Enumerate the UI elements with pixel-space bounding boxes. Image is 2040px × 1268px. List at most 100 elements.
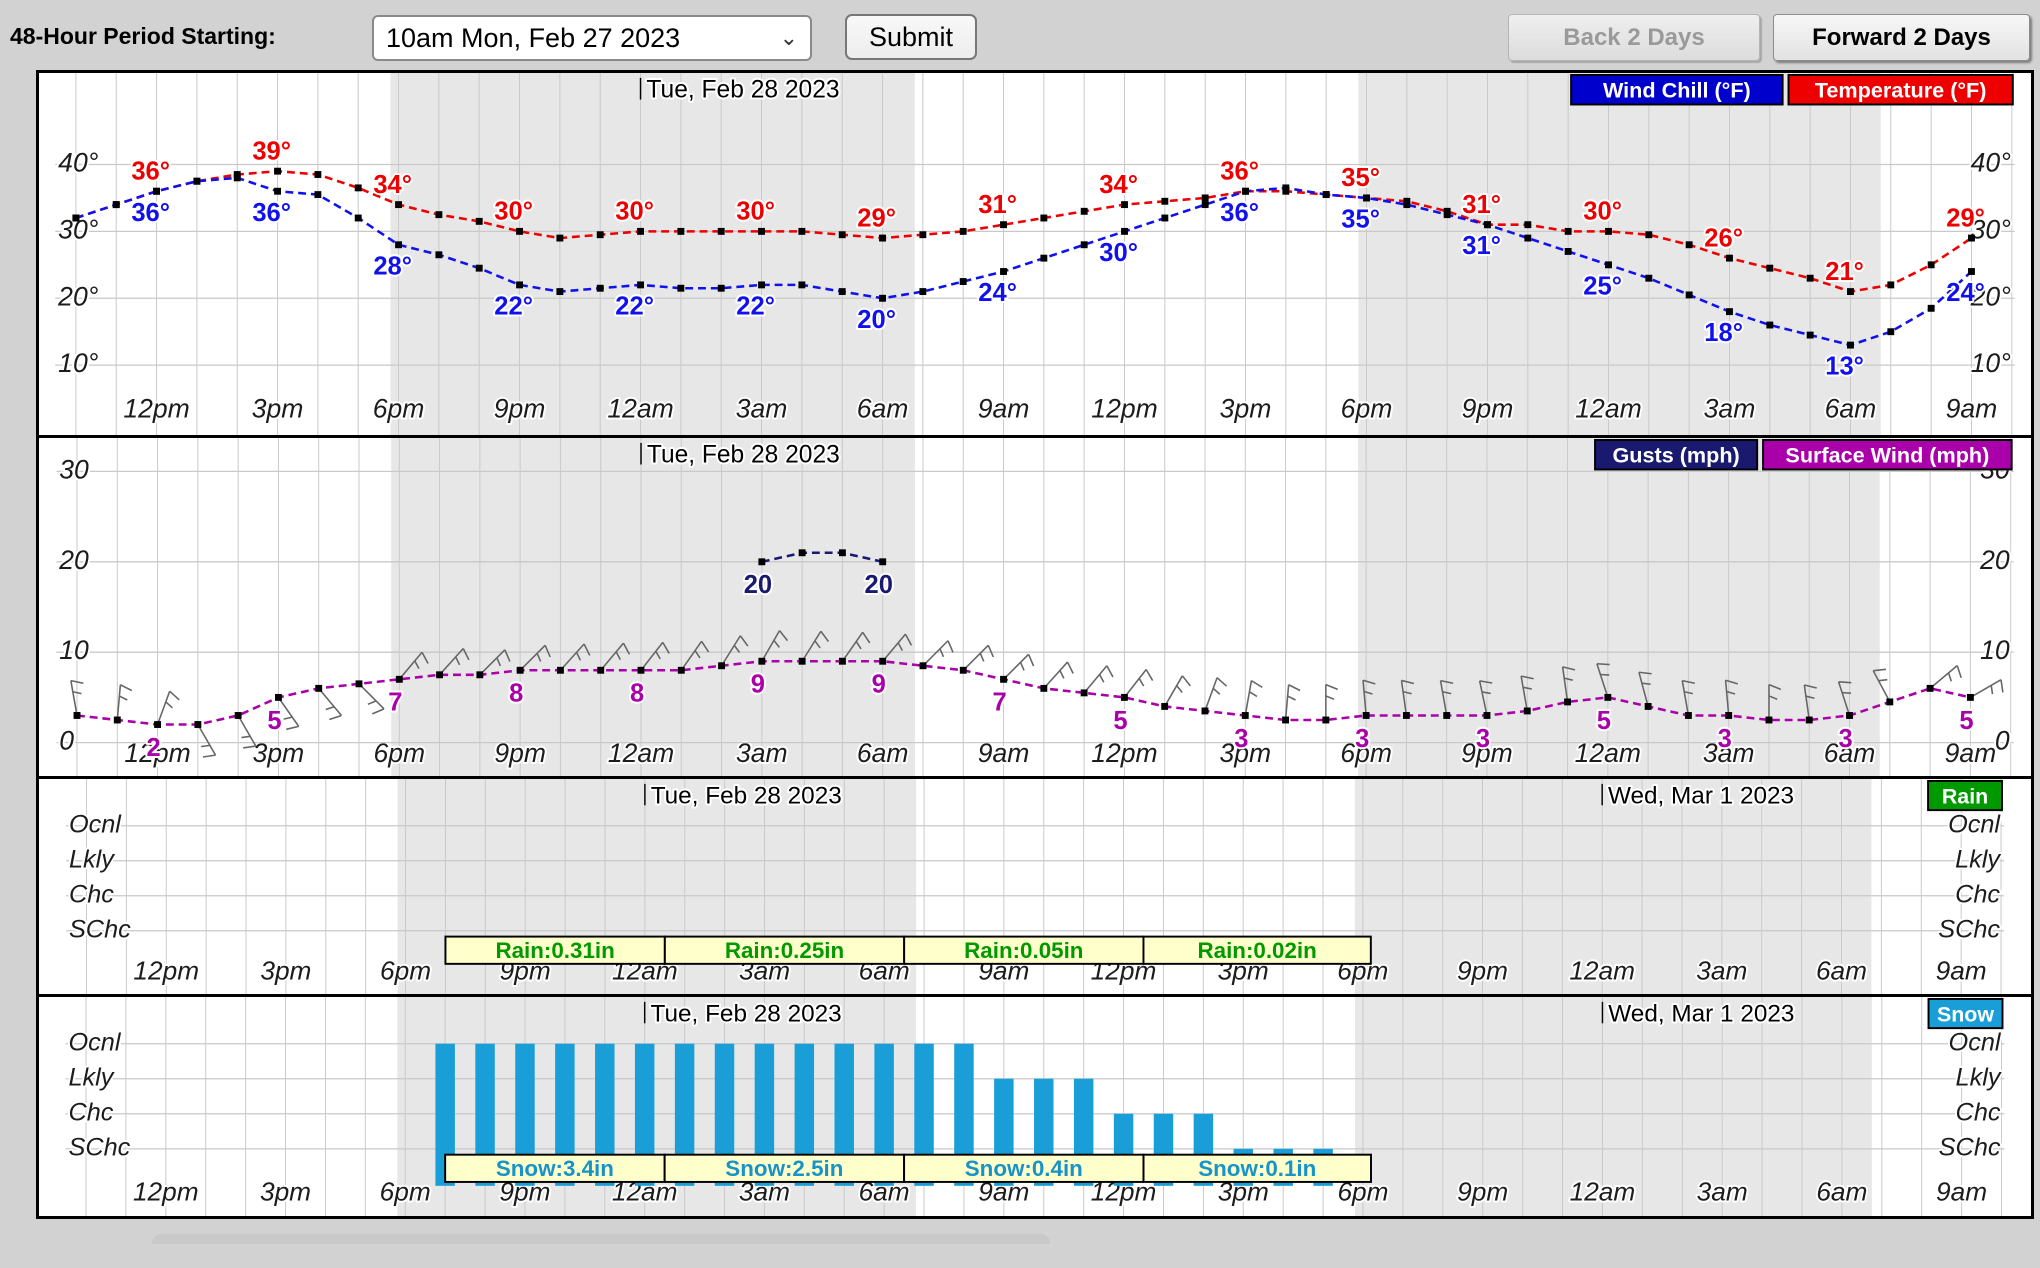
svg-text:35°: 35° bbox=[1341, 164, 1380, 192]
svg-text:Tue, Feb 28 2023: Tue, Feb 28 2023 bbox=[651, 782, 842, 809]
svg-text:9pm: 9pm bbox=[494, 738, 546, 768]
svg-text:3am: 3am bbox=[1696, 955, 1747, 985]
gusts-surface-wind-panel: 12pm 3pm 6pm 9pm 12am 3am 6am 9am 12pm 3pm 6pm 9pm 1… bbox=[36, 435, 2034, 779]
svg-text:3: 3 bbox=[1718, 725, 1732, 753]
svg-text:31°: 31° bbox=[1462, 232, 1501, 260]
svg-text:Chc: Chc bbox=[1956, 1098, 2001, 1126]
chevron-down-icon: ⌄ bbox=[779, 25, 798, 50]
svg-text:20°: 20° bbox=[1970, 281, 2011, 311]
svg-text:SChc: SChc bbox=[69, 915, 131, 943]
panel-background bbox=[76, 438, 2012, 776]
svg-text:9pm: 9pm bbox=[1457, 1176, 1508, 1206]
svg-text:12pm: 12pm bbox=[1091, 738, 1157, 768]
series-gusts: 20 20 bbox=[742, 549, 895, 601]
forward-2-days-button[interactable]: Forward 2 Days bbox=[1773, 14, 2030, 61]
svg-text:26°: 26° bbox=[1704, 224, 1743, 252]
svg-text:3am: 3am bbox=[1697, 1176, 1748, 1206]
panel-background bbox=[75, 73, 2013, 435]
temperature-windchill-panel: 12pm 3pm 6pm 9pm 12am 3am 6am 9am 12pm 3pm 6pm 9pm 1… bbox=[36, 70, 2034, 438]
svg-text:7: 7 bbox=[388, 689, 402, 717]
svg-text:6pm: 6pm bbox=[373, 393, 425, 423]
svg-text:12pm: 12pm bbox=[1091, 393, 1157, 423]
svg-text:9am: 9am bbox=[978, 393, 1030, 423]
svg-text:12am: 12am bbox=[1575, 738, 1641, 768]
svg-text:8: 8 bbox=[630, 680, 644, 708]
legend-badge: Wind Chill (°F) bbox=[1570, 73, 1784, 106]
svg-text:3am: 3am bbox=[736, 393, 788, 423]
svg-text:5: 5 bbox=[1113, 707, 1127, 735]
svg-text:9: 9 bbox=[872, 671, 886, 699]
svg-text:9am: 9am bbox=[1936, 955, 1987, 985]
period-select-value: 10am Mon, Feb 27 2023 bbox=[386, 22, 681, 53]
svg-text:Ocnl: Ocnl bbox=[1948, 810, 2001, 838]
accumulation-boxes: Rain:0.31in Rain:0.25in Rain:0.05in Rain:0.… bbox=[444, 935, 1372, 965]
svg-text:30°: 30° bbox=[1971, 214, 2011, 244]
svg-text:6am: 6am bbox=[857, 738, 909, 768]
svg-text:Snow:0.4in: Snow:0.4in bbox=[965, 1156, 1083, 1181]
svg-text:Wed, Mar 1 2023: Wed, Mar 1 2023 bbox=[1608, 782, 1794, 809]
svg-text:9pm: 9pm bbox=[494, 393, 546, 423]
svg-text:31°: 31° bbox=[978, 191, 1017, 219]
svg-text:Gusts (mph): Gusts (mph) bbox=[1612, 443, 1739, 468]
svg-text:Tue, Feb 28 2023: Tue, Feb 28 2023 bbox=[651, 1000, 842, 1027]
submit-button[interactable]: Submit bbox=[845, 14, 977, 60]
x-tick-labels: 12pm 3pm 6pm 9pm 12am 3am 6am 9am 12pm 3pm 6pm 9pm 1… bbox=[122, 736, 1998, 770]
svg-text:Lkly: Lkly bbox=[1955, 845, 2001, 873]
svg-text:3am: 3am bbox=[1703, 738, 1755, 768]
svg-text:29°: 29° bbox=[1946, 204, 1985, 232]
svg-text:0: 0 bbox=[59, 726, 74, 756]
svg-text:Rain:0.25in: Rain:0.25in bbox=[725, 938, 844, 963]
svg-text:6am: 6am bbox=[857, 393, 909, 423]
svg-text:20°: 20° bbox=[857, 306, 896, 334]
legend-badge: Gusts (mph) bbox=[1594, 438, 1759, 471]
svg-text:Lkly: Lkly bbox=[1956, 1063, 2002, 1091]
svg-text:3: 3 bbox=[1476, 725, 1490, 753]
svg-text:6am: 6am bbox=[1816, 1176, 1867, 1206]
svg-text:Snow: Snow bbox=[1937, 1002, 1994, 1026]
day-title: Tue, Feb 28 2023 bbox=[644, 780, 844, 811]
day-title: Tue, Feb 28 2023 bbox=[643, 998, 844, 1029]
period-select[interactable]: 10am Mon, Feb 27 2023 ⌄ bbox=[372, 15, 812, 61]
partial-element-below bbox=[152, 1234, 1050, 1244]
svg-text:Rain:0.02in: Rain:0.02in bbox=[1198, 938, 1317, 963]
svg-text:Tue, Feb 28 2023: Tue, Feb 28 2023 bbox=[646, 77, 839, 104]
accumulation-boxes: Snow:3.4in Snow:2.5in Snow:0.4in Snow:0.1in bbox=[444, 1153, 1372, 1183]
svg-text:12pm: 12pm bbox=[123, 393, 189, 423]
svg-text:36°: 36° bbox=[131, 199, 170, 227]
back-2-days-button[interactable]: Back 2 Days bbox=[1508, 14, 1760, 61]
day-title: Tue, Feb 28 2023 bbox=[640, 440, 842, 471]
svg-text:Ocnl: Ocnl bbox=[1949, 1028, 2002, 1056]
svg-text:12am: 12am bbox=[608, 738, 674, 768]
svg-text:6am: 6am bbox=[1825, 393, 1877, 423]
category-grid: Ocnl Ocnl Lkly Lkly Chc Chc SChc SChc bbox=[66, 808, 2004, 945]
svg-text:Snow:3.4in: Snow:3.4in bbox=[496, 1156, 614, 1181]
y-grid: 40° 40° 30° 30° 20° 20° 10° 10° bbox=[55, 146, 2015, 380]
x-tick-labels: 12pm 3pm 6pm 9pm 12am 3am 6am 9am 12pm 3pm 6pm 9pm 1… bbox=[121, 391, 1999, 425]
svg-text:9pm: 9pm bbox=[1462, 393, 1514, 423]
rain-panel: 12pm 3pm 6pm 9pm 12am 3am 6am 9am 12pm 3pm 6pm 9pm 1… bbox=[36, 776, 2034, 997]
svg-text:36°: 36° bbox=[131, 157, 170, 185]
svg-text:SChc: SChc bbox=[1938, 915, 2000, 943]
svg-text:3: 3 bbox=[1234, 725, 1248, 753]
legend-badge: Temperature (°F) bbox=[1787, 73, 2014, 106]
svg-text:20: 20 bbox=[744, 571, 772, 599]
svg-text:Surface Wind (mph): Surface Wind (mph) bbox=[1785, 443, 1989, 468]
svg-text:30°: 30° bbox=[494, 198, 533, 226]
svg-text:20: 20 bbox=[1979, 545, 2010, 575]
svg-text:Lkly: Lkly bbox=[69, 845, 115, 873]
svg-text:30°: 30° bbox=[615, 198, 654, 226]
svg-text:5: 5 bbox=[1959, 707, 1973, 735]
wind-barbs bbox=[70, 630, 2004, 758]
svg-text:3am: 3am bbox=[736, 738, 788, 768]
svg-text:35°: 35° bbox=[1341, 205, 1380, 233]
svg-text:9am: 9am bbox=[1936, 1176, 1987, 1206]
series-temperature: 36° 39° 34° 30° 30° 30° 29° 31° 34° 36° 35° 31° 30° 2… bbox=[72, 135, 1987, 296]
svg-text:20: 20 bbox=[58, 545, 89, 575]
svg-text:12pm: 12pm bbox=[133, 1176, 199, 1206]
day-title: Tue, Feb 28 2023 bbox=[639, 75, 842, 106]
svg-text:9am: 9am bbox=[978, 738, 1030, 768]
snow-panel: 12pm 3pm 6pm 9pm 12am 3am 6am 9am 12pm 3pm 6pm 9pm 1… bbox=[36, 994, 2034, 1219]
svg-text:SChc: SChc bbox=[68, 1134, 130, 1162]
svg-text:Chc: Chc bbox=[1955, 880, 2000, 908]
svg-text:21°: 21° bbox=[1825, 258, 1864, 286]
